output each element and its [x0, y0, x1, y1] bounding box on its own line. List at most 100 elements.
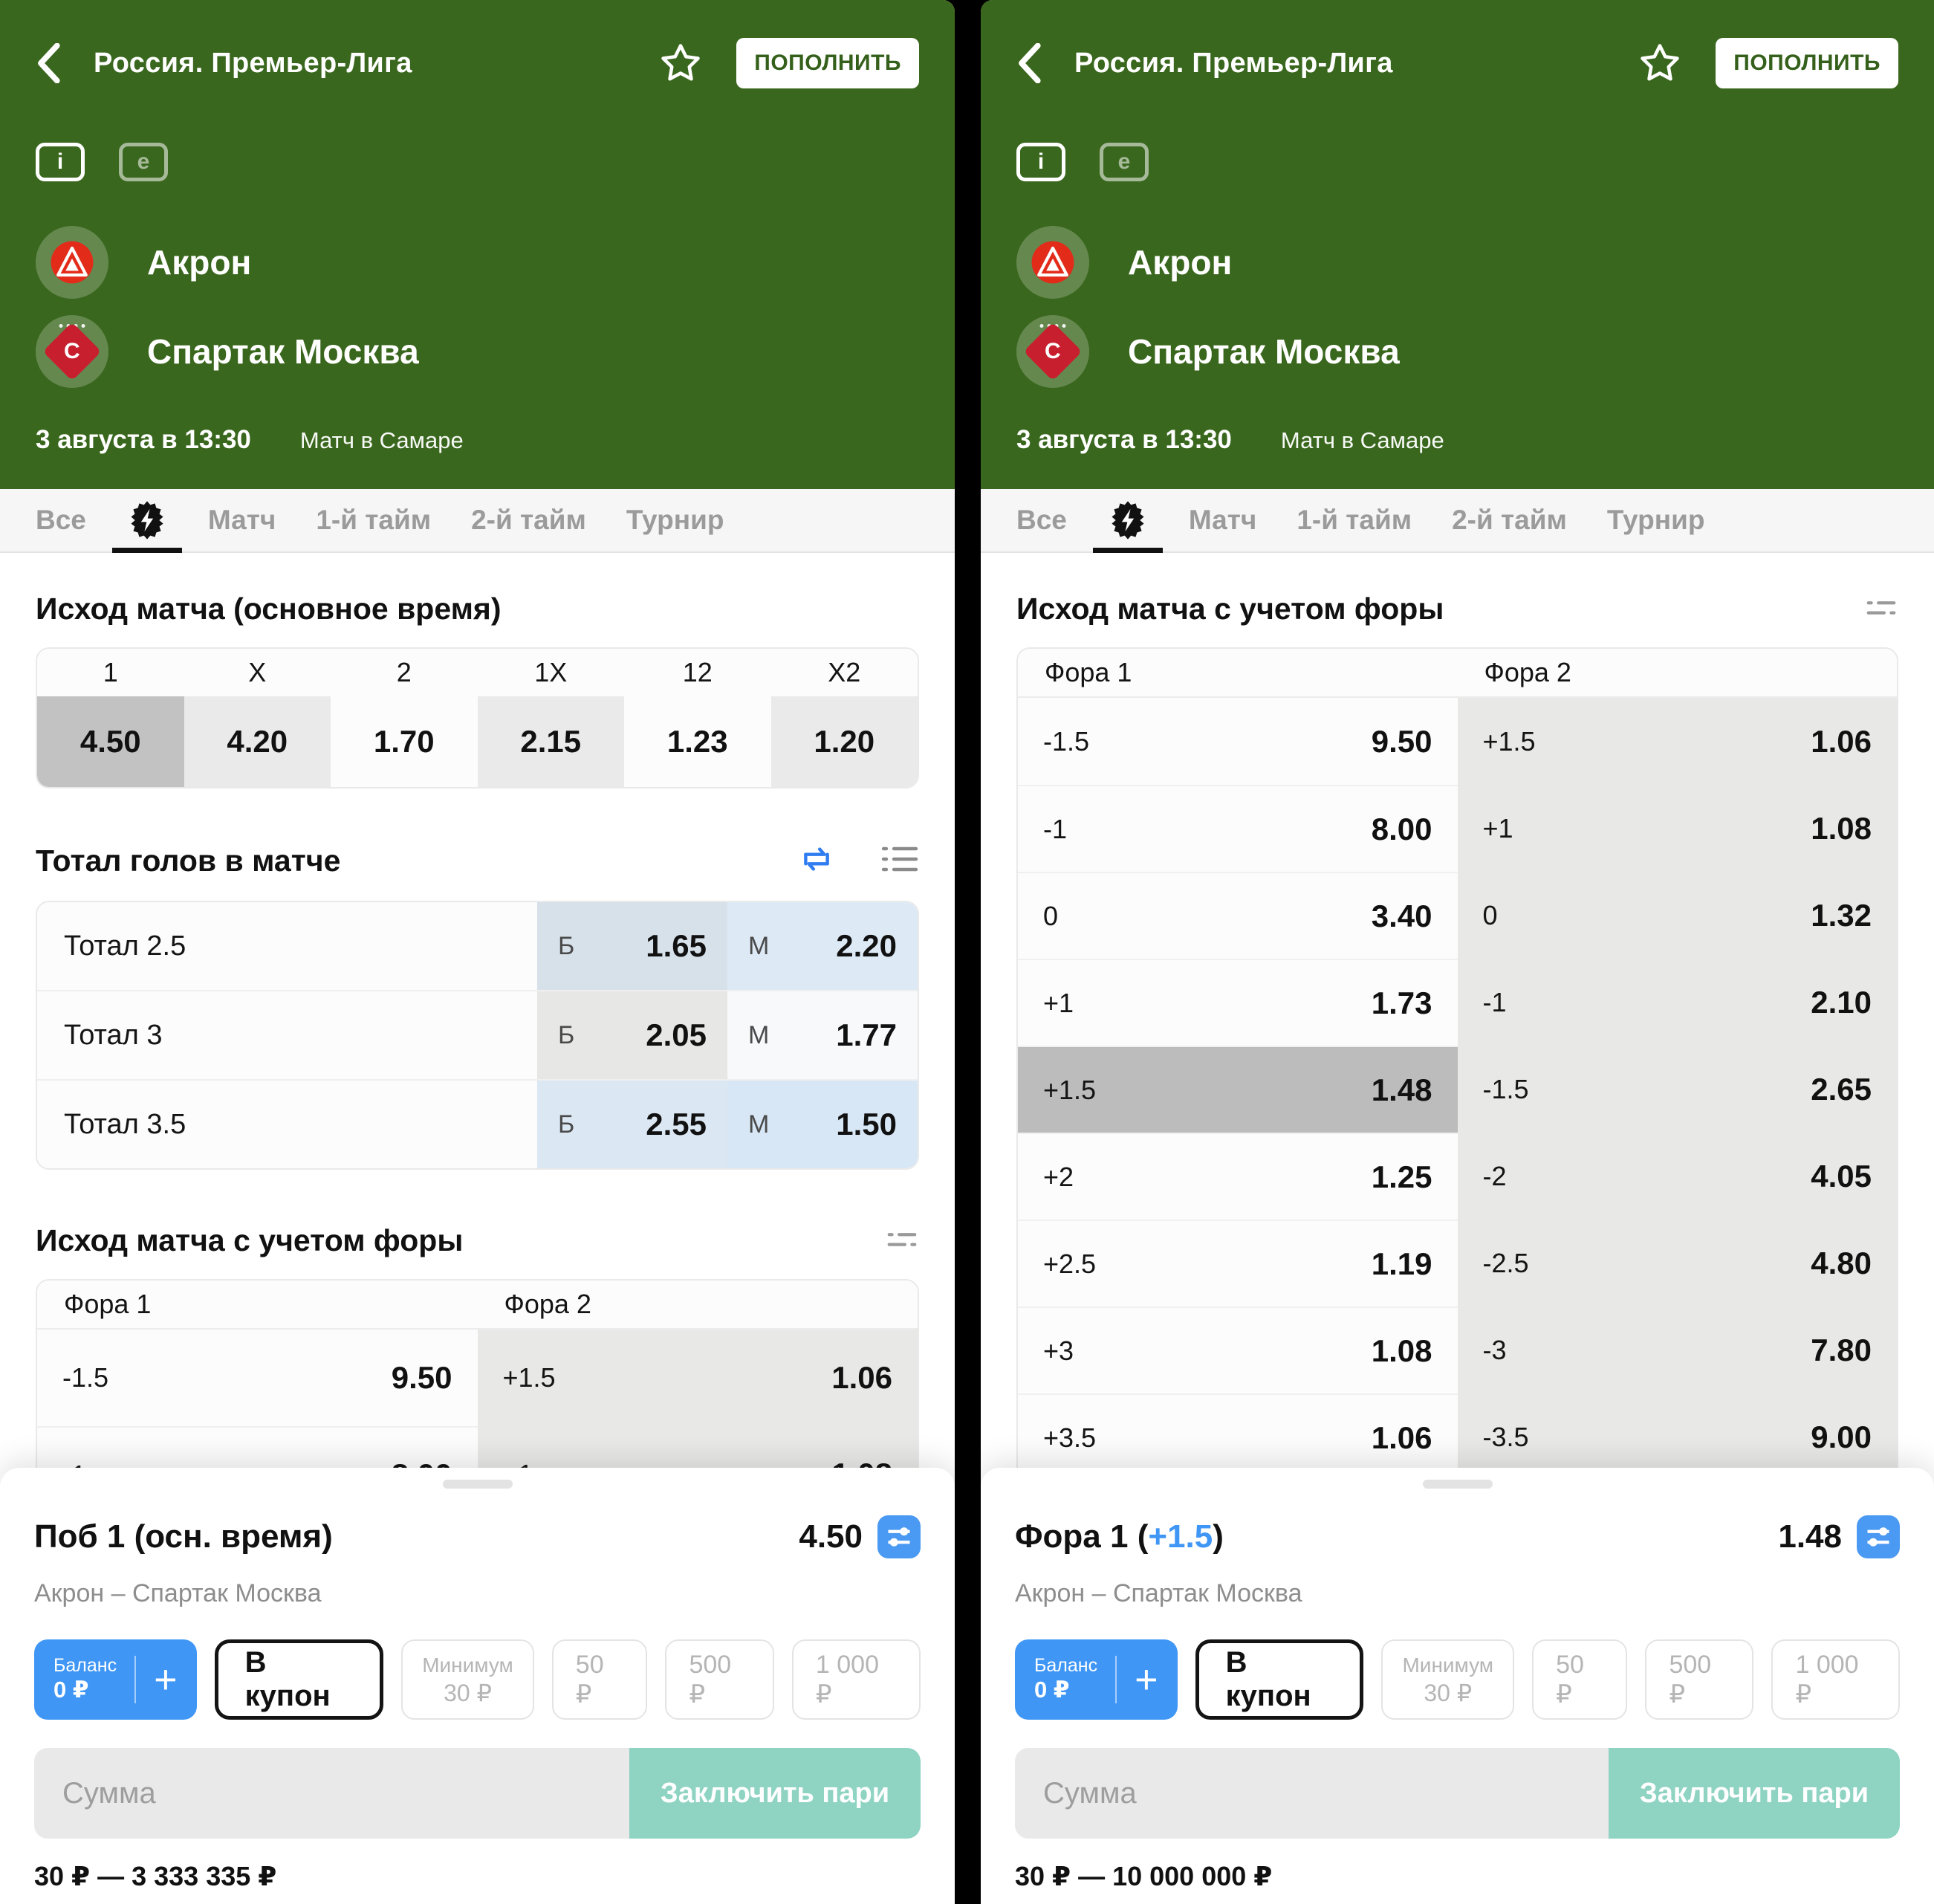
- tab-match[interactable]: Матч: [1188, 505, 1257, 535]
- team2-logo: C: [1016, 315, 1089, 388]
- handicap2-cell[interactable]: +1.5 1.06: [477, 1330, 918, 1426]
- handicap2-cell[interactable]: -2 4.05: [1457, 1133, 1897, 1220]
- topup-button[interactable]: ПОПОЛНИТЬ: [736, 38, 919, 88]
- col-2: 2: [396, 657, 412, 687]
- tab-first-half[interactable]: 1-й тайм: [316, 505, 432, 535]
- amount-input[interactable]: [1015, 1748, 1609, 1839]
- odds-cell-1x[interactable]: 2.15: [477, 696, 624, 787]
- tab-all[interactable]: Все: [36, 505, 86, 535]
- under-cell[interactable]: М 1.50: [727, 1081, 918, 1168]
- handicap2-cell[interactable]: -1 2.10: [1457, 959, 1897, 1046]
- total-label: Тотал 3: [37, 991, 537, 1079]
- tab-second-half[interactable]: 2-й тайм: [471, 505, 586, 535]
- handicap1-cell[interactable]: +3.5 1.06: [1018, 1393, 1458, 1480]
- handicap2-cell[interactable]: -3.5 9.00: [1457, 1393, 1897, 1480]
- markets-tab-bar: Все Матч 1-й тайм 2-й тайм Турнир: [981, 489, 1934, 553]
- total-label: Тотал 3.5: [37, 1081, 537, 1168]
- to-coupon-button[interactable]: В купон: [214, 1639, 384, 1720]
- odds-cell-x2[interactable]: 1.20: [770, 696, 918, 787]
- amount-chip-1000[interactable]: 1 000 ₽: [791, 1639, 921, 1720]
- market-list-icon[interactable]: [880, 842, 919, 880]
- handicap2-cell[interactable]: 0 1.32: [1457, 872, 1897, 959]
- place-bet-button[interactable]: Заключить пари: [629, 1748, 921, 1839]
- over-cell[interactable]: Б 1.65: [537, 902, 727, 990]
- h2h-columns: 1 X 2 1X 12 X2: [37, 649, 918, 696]
- favorite-star-icon[interactable]: [1637, 41, 1683, 85]
- over-cell[interactable]: Б 2.55: [537, 1081, 727, 1168]
- amount-chip-50[interactable]: 50 ₽: [1532, 1639, 1628, 1720]
- tab-second-half[interactable]: 2-й тайм: [1452, 505, 1567, 535]
- handicap1-cell[interactable]: -1.5 9.50: [37, 1330, 478, 1426]
- handicap1-cell[interactable]: 0 3.40: [1018, 872, 1458, 959]
- handicap1-cell-selected[interactable]: +1.5 1.48: [1018, 1046, 1458, 1133]
- balance-chip[interactable]: Баланс 0 ₽ +: [1015, 1639, 1178, 1720]
- totals-row: Тотал 3 Б 2.05 М 1.77: [37, 990, 918, 1079]
- handicap2-cell[interactable]: -3 7.80: [1457, 1306, 1897, 1393]
- match-info-icon[interactable]: i: [36, 143, 85, 181]
- under-cell[interactable]: М 2.20: [727, 902, 918, 990]
- sheet-handle[interactable]: [1422, 1480, 1493, 1489]
- handicap-row: +2 1.25 -2 4.05: [1018, 1133, 1897, 1220]
- handicap1-cell[interactable]: +2.5 1.19: [1018, 1220, 1458, 1306]
- totals-card: Тотал 2.5 Б 1.65 М 2.20 Тотал 3 Б 2.05 М 1.7…: [36, 901, 919, 1170]
- place-bet-button[interactable]: Заключить пари: [1609, 1748, 1900, 1839]
- handicap1-cell[interactable]: +3 1.08: [1018, 1306, 1458, 1393]
- events-icon[interactable]: e: [1100, 143, 1149, 181]
- tab-all[interactable]: Все: [1016, 505, 1067, 535]
- tab-fast-lightning[interactable]: [1087, 489, 1169, 553]
- layout-toggle-icon[interactable]: [885, 1224, 919, 1257]
- events-icon[interactable]: e: [119, 143, 168, 181]
- top-bar: Россия. Премьер-Лига ПОПОЛНИТЬ: [1016, 0, 1898, 94]
- match-venue: Матч в Самаре: [299, 427, 464, 453]
- tab-match[interactable]: Матч: [207, 505, 276, 535]
- balance-chip[interactable]: Баланс 0 ₽ +: [34, 1639, 197, 1720]
- league-title: Россия. Премьер-Лига: [1074, 47, 1393, 79]
- section-h2h-header: Исход матча (основное время): [36, 592, 919, 626]
- favorite-star-icon[interactable]: [658, 41, 704, 85]
- league-title: Россия. Премьер-Лига: [94, 47, 412, 79]
- tab-first-half[interactable]: 1-й тайм: [1297, 505, 1412, 535]
- odds-cell-1[interactable]: 4.50: [37, 696, 184, 787]
- amount-chip-50[interactable]: 50 ₽: [551, 1639, 648, 1720]
- odds-cell-x[interactable]: 4.20: [184, 696, 331, 787]
- tab-tournament[interactable]: Турнир: [1606, 505, 1705, 535]
- handicap-row: +2.5 1.19 -2.5 4.80: [1018, 1220, 1897, 1306]
- handicap1-cell[interactable]: +2 1.25: [1018, 1133, 1458, 1220]
- over-cell[interactable]: Б 2.05: [537, 991, 727, 1079]
- min-amount-chip[interactable]: Минимум 30 ₽: [1381, 1639, 1515, 1720]
- amount-input[interactable]: [34, 1748, 629, 1839]
- to-coupon-button[interactable]: В купон: [1195, 1639, 1364, 1720]
- min-amount-chip[interactable]: Минимум 30 ₽: [401, 1639, 534, 1720]
- sheet-handle[interactable]: [442, 1480, 513, 1489]
- match-info-icon[interactable]: i: [1016, 143, 1065, 181]
- screen-left: Россия. Премьер-Лига ПОПОЛНИТЬ i e Акрон…: [0, 0, 955, 1904]
- handicap2-cell[interactable]: -2.5 4.80: [1457, 1220, 1897, 1306]
- layout-toggle-icon[interactable]: [1864, 592, 1898, 626]
- team2-logo: C: [36, 315, 108, 388]
- bet-settings-icon[interactable]: [1857, 1515, 1900, 1558]
- back-button[interactable]: [36, 43, 68, 83]
- handicap1-cell[interactable]: +1 1.73: [1018, 959, 1458, 1046]
- amount-chip-500[interactable]: 500 ₽: [1645, 1639, 1754, 1720]
- amount-chip-500[interactable]: 500 ₽: [665, 1639, 774, 1720]
- topup-button[interactable]: ПОПОЛНИТЬ: [1716, 38, 1898, 88]
- handicap1-cell[interactable]: -1.5 9.50: [1018, 698, 1458, 785]
- back-button[interactable]: [1016, 43, 1049, 83]
- add-funds-plus-icon[interactable]: +: [154, 1657, 178, 1702]
- tab-tournament[interactable]: Турнир: [626, 505, 724, 535]
- match-meta: 3 августа в 13:30 Матч в Самаре: [36, 425, 919, 455]
- odds-cell-12[interactable]: 1.23: [624, 696, 771, 787]
- stake-range: 30 ₽ — 3 333 335 ₽: [34, 1861, 277, 1891]
- under-cell[interactable]: М 1.77: [727, 991, 918, 1079]
- odds-cell-2[interactable]: 1.70: [331, 696, 478, 787]
- match-datetime: 3 августа в 13:30: [36, 425, 251, 454]
- tab-fast-lightning[interactable]: [106, 489, 188, 553]
- handicap2-cell[interactable]: +1.5 1.06: [1457, 698, 1897, 785]
- amount-chip-1000[interactable]: 1 000 ₽: [1771, 1639, 1900, 1720]
- bet-settings-icon[interactable]: [877, 1515, 921, 1558]
- add-funds-plus-icon[interactable]: +: [1135, 1657, 1158, 1702]
- refresh-icon[interactable]: [797, 842, 836, 880]
- handicap2-cell[interactable]: -1.5 2.65: [1457, 1046, 1897, 1133]
